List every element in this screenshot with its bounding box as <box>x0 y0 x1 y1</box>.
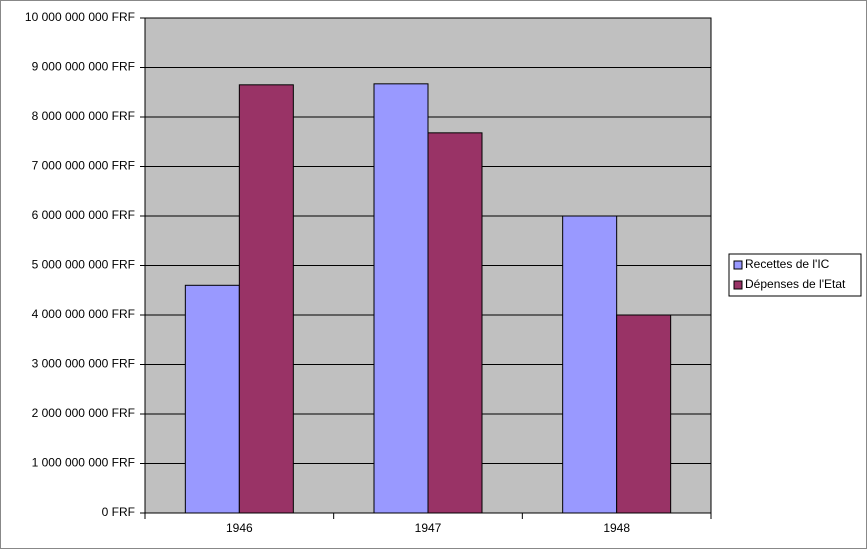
bar <box>616 314 672 514</box>
y-tick-label: 8 000 000 000 FRF <box>32 109 135 123</box>
x-tick-label: 1947 <box>415 521 442 535</box>
legend-swatch <box>733 280 743 290</box>
legend-box <box>728 253 862 297</box>
y-tick-label: 4 000 000 000 FRF <box>32 307 135 321</box>
bar <box>238 84 294 514</box>
bar <box>373 83 429 514</box>
bar <box>184 284 240 514</box>
bar <box>427 132 483 514</box>
x-tick-label: 1948 <box>603 521 630 535</box>
legend-label: Recettes de l'IC <box>745 257 830 271</box>
y-tick-label: 7 000 000 000 FRF <box>32 159 135 173</box>
legend-swatch <box>733 260 743 270</box>
y-tick-label: 5 000 000 000 FRF <box>32 258 135 272</box>
y-tick-label: 10 000 000 000 FRF <box>25 10 135 24</box>
y-tick-label: 6 000 000 000 FRF <box>32 208 135 222</box>
bar <box>562 215 618 514</box>
y-tick-label: 9 000 000 000 FRF <box>32 60 135 74</box>
x-tick-label: 1946 <box>226 521 253 535</box>
y-tick-label: 3 000 000 000 FRF <box>32 357 135 371</box>
y-tick-label: 0 FRF <box>102 505 135 519</box>
y-tick-label: 2 000 000 000 FRF <box>32 406 135 420</box>
y-tick-label: 1 000 000 000 FRF <box>32 456 135 470</box>
legend-label: Dépenses de l'Etat <box>745 277 846 291</box>
